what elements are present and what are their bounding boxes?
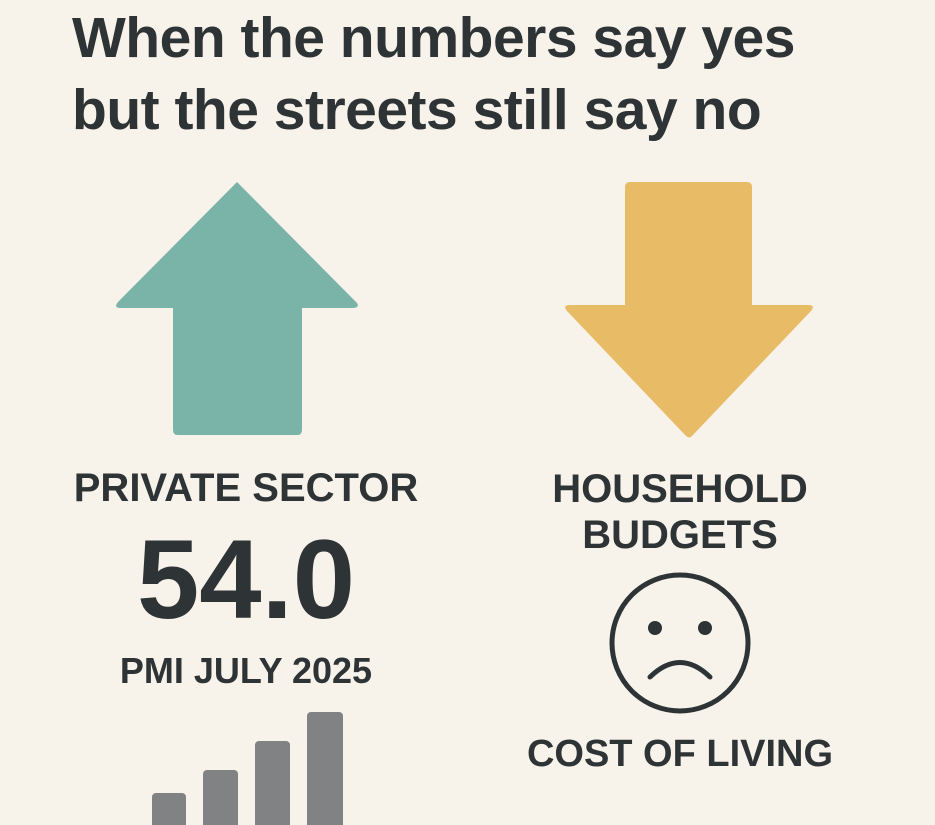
eye bbox=[648, 621, 662, 635]
frown bbox=[647, 660, 713, 680]
down-arrow bbox=[565, 182, 813, 438]
right-label: HOUSEHOLD BUDGETS bbox=[552, 467, 808, 557]
icon-bar bbox=[255, 741, 290, 825]
bar-icon bbox=[152, 712, 343, 825]
right-caption: COST OF LIVING bbox=[526, 733, 834, 775]
left-figure: 54.0 bbox=[137, 517, 355, 642]
icon-bar bbox=[203, 770, 238, 825]
title: When the numbers say yes but the streets… bbox=[72, 6, 795, 142]
left-caption: PMI JULY 2025 bbox=[119, 650, 373, 691]
left-label: PRIVATE SECTOR bbox=[73, 466, 419, 510]
icon-bar bbox=[152, 793, 186, 825]
up-arrow bbox=[116, 182, 358, 435]
sad-face bbox=[609, 572, 751, 714]
face-outline bbox=[609, 572, 751, 714]
eye bbox=[698, 621, 712, 635]
icon-bar bbox=[307, 712, 343, 825]
